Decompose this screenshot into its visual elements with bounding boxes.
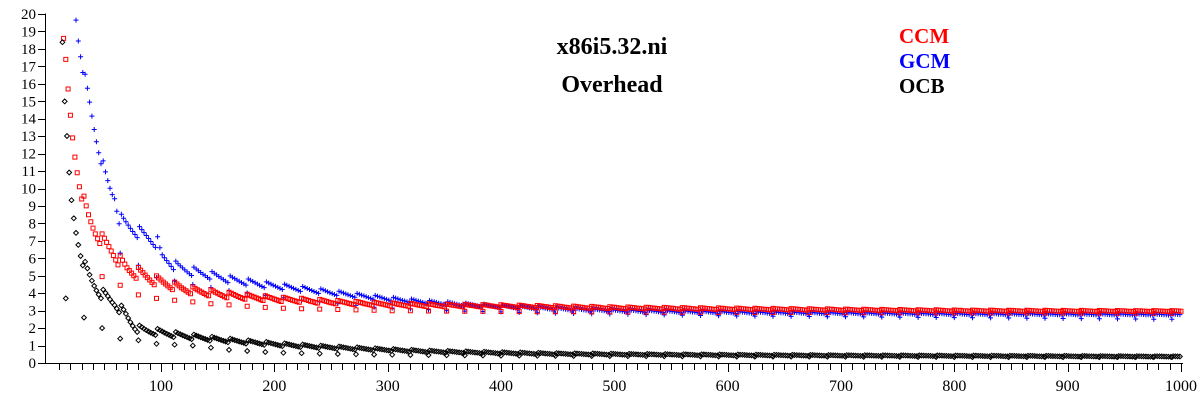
x-tick-label: 800 xyxy=(942,378,966,395)
y-tick-label: 9 xyxy=(29,199,37,215)
y-tick-label: 11 xyxy=(22,164,36,180)
y-tick-label: 4 xyxy=(29,286,37,302)
legend-item-gcm: GCM xyxy=(899,49,950,74)
axis-ticks xyxy=(38,14,1182,372)
x-tick-label: 900 xyxy=(1056,378,1080,395)
chart-title-line2: Overhead xyxy=(561,72,663,98)
series-ocb xyxy=(59,39,1184,361)
y-tick-label: 19 xyxy=(21,24,36,40)
legend-item-ccm: CCM xyxy=(899,24,950,49)
y-tick-label: 17 xyxy=(21,59,37,75)
y-tick-label: 18 xyxy=(21,42,36,58)
legend: CCM GCM OCB xyxy=(899,24,950,99)
x-tick-label: 600 xyxy=(716,378,740,395)
y-tick-label: 14 xyxy=(21,112,37,128)
x-tick-label: 700 xyxy=(829,378,853,395)
y-tick-label: 5 xyxy=(29,269,37,285)
y-tick-label: 6 xyxy=(29,251,37,267)
legend-label-gcm: GCM xyxy=(899,49,951,73)
x-tick-label: 300 xyxy=(376,378,400,395)
y-tick-label: 15 xyxy=(21,94,36,110)
x-tick-label: 1000 xyxy=(1165,378,1197,395)
y-tick-label: 10 xyxy=(21,182,36,198)
x-tick-label: 500 xyxy=(602,378,626,395)
chart-title-line1: x86i5.32.ni xyxy=(556,34,668,60)
x-tick-label: 400 xyxy=(489,378,513,395)
x-tick-label: 200 xyxy=(262,378,286,395)
legend-item-ocb: OCB xyxy=(899,74,950,99)
y-tick-label: 1 xyxy=(29,339,37,355)
legend-label-ocb: OCB xyxy=(899,74,945,98)
series-gcm xyxy=(73,17,1183,322)
y-tick-label: 2 xyxy=(29,321,37,337)
y-tick-label: 20 xyxy=(21,7,36,23)
y-tick-label: 0 xyxy=(29,356,37,372)
x-tick-label: 100 xyxy=(149,378,173,395)
series-ccm xyxy=(61,35,1184,316)
y-tick-label: 16 xyxy=(21,77,37,93)
chart-title: x86i5.32.ni Overhead xyxy=(557,28,668,104)
y-tick-label: 13 xyxy=(21,129,36,145)
y-tick-label: 8 xyxy=(29,216,37,232)
y-tick-label: 7 xyxy=(29,234,37,250)
y-tick-label: 3 xyxy=(29,304,37,320)
legend-label-ccm: CCM xyxy=(899,24,950,48)
y-tick-label: 12 xyxy=(21,147,36,163)
